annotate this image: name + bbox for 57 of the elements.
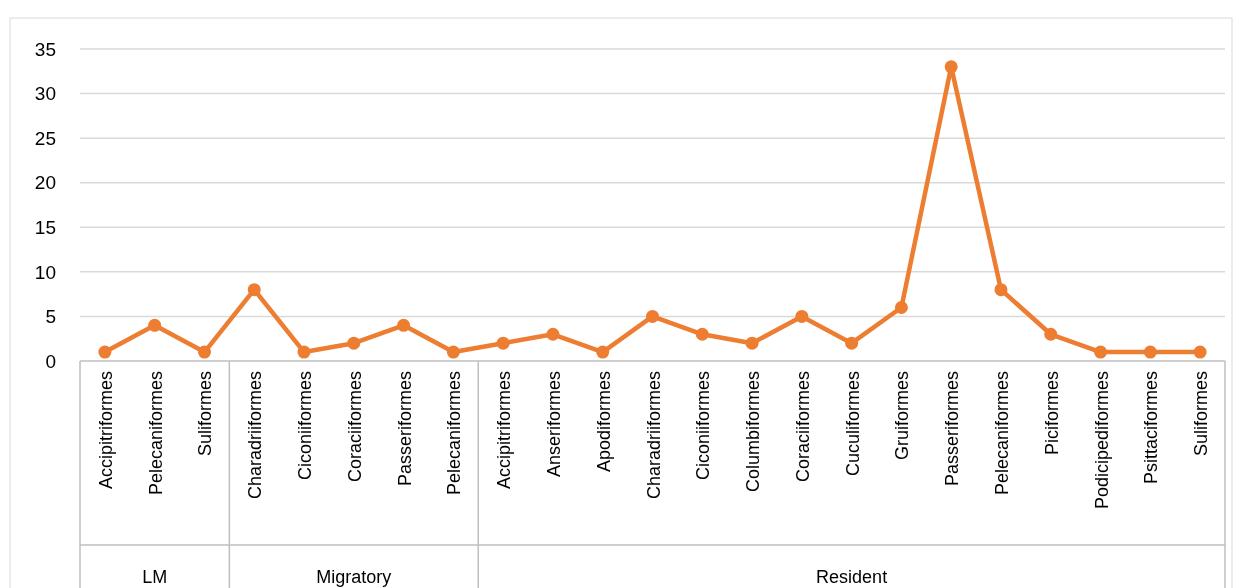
y-tick-label: 35 — [34, 38, 56, 60]
point — [795, 309, 809, 323]
point — [994, 283, 1008, 297]
point — [297, 345, 311, 359]
point — [745, 336, 759, 350]
x-tick-label: Podicipediformes — [1091, 371, 1112, 510]
point — [894, 301, 908, 315]
y-tick-label: 15 — [34, 216, 56, 238]
x-tick-label: Cuculiformes — [842, 371, 863, 477]
x-tick-label: Pelecaniformes — [444, 371, 465, 496]
text: Migratory — [316, 567, 392, 587]
point — [347, 336, 361, 350]
y-tick-label: 25 — [34, 127, 56, 149]
x-tick-label: Accipitriformes — [494, 371, 515, 490]
x-tick-label: Psittaciformes — [1141, 371, 1162, 485]
point — [496, 336, 510, 350]
text: LM — [142, 567, 168, 587]
point — [1193, 345, 1207, 359]
x-tick-label: Ciconiiformes — [693, 371, 714, 481]
point — [247, 283, 261, 297]
x-tick-label: Piciformes — [1041, 371, 1062, 456]
y-tick-label: 0 — [45, 350, 56, 372]
point — [1094, 345, 1108, 359]
x-tick-label: Charadriiformes — [643, 371, 664, 500]
point — [446, 345, 460, 359]
x-tick-label: Suliformes — [1191, 371, 1212, 457]
point — [197, 345, 211, 359]
y-tick-label: 20 — [34, 172, 56, 194]
x-tick-label: Suliformes — [195, 371, 216, 457]
point — [546, 327, 560, 341]
x-tick-label: Charadriiformes — [245, 371, 266, 500]
x-tick-label: Passeriformes — [394, 371, 415, 487]
x-tick-label: Anseriformes — [543, 371, 564, 478]
x-tick-label: Ciconiiformes — [295, 371, 316, 481]
x-tick-label: Pelecaniformes — [991, 371, 1012, 496]
x-tick-label: Coraciiformes — [344, 371, 365, 483]
y-tick-label: 5 — [45, 306, 56, 328]
x-tick-label: Pelecaniformes — [145, 371, 166, 496]
point — [596, 345, 610, 359]
text: Resident — [816, 567, 888, 587]
point — [1143, 345, 1157, 359]
x-tick-label: Columbiformes — [743, 371, 764, 493]
x-tick-label: Apodiformes — [593, 371, 614, 473]
point — [695, 327, 709, 341]
point — [1044, 327, 1058, 341]
x-tick-label: Coraciiformes — [792, 371, 813, 483]
point — [98, 345, 112, 359]
x-tick-label: Accipitriformes — [95, 371, 116, 490]
x-tick-label: Passeriformes — [942, 371, 963, 487]
point — [845, 336, 859, 350]
point — [397, 318, 411, 332]
y-tick-label: 10 — [34, 261, 56, 283]
point — [148, 318, 162, 332]
x-tick-label: Gruiformes — [892, 371, 913, 461]
y-tick-label: 30 — [34, 83, 56, 105]
point — [944, 60, 958, 74]
point — [646, 309, 659, 323]
